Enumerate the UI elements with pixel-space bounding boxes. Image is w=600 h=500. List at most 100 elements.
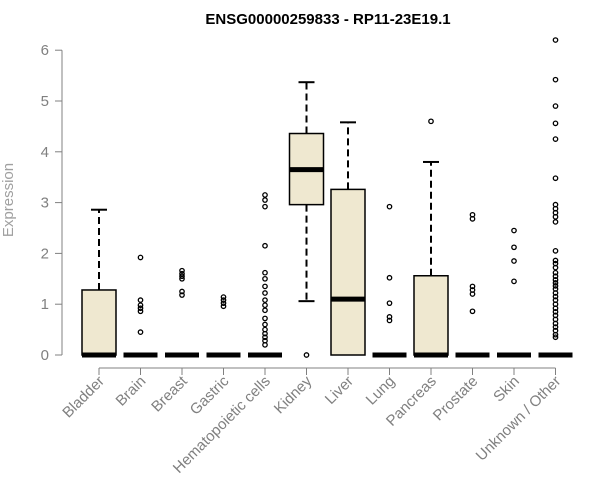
- outlier-point: [552, 257, 559, 264]
- outlier-point: [179, 267, 185, 274]
- box-pancreas: [413, 118, 449, 358]
- box-iqr: [81, 289, 117, 356]
- outlier-point: [511, 244, 517, 251]
- outlier-point: [552, 120, 559, 127]
- outlier-point: [469, 283, 476, 290]
- outlier-point: [552, 37, 559, 43]
- x-tick-label: Brain: [113, 373, 150, 410]
- y-axis: 0 1 2 3 4 5 6: [41, 42, 63, 364]
- chart-title: ENSG00000259833 - RP11-23E19.1: [205, 11, 450, 28]
- outlier-point: [262, 315, 268, 322]
- outlier-point: [552, 283, 559, 289]
- outlier-point: [262, 321, 268, 328]
- outlier-point: [262, 197, 268, 203]
- outlier-point: [511, 227, 517, 234]
- box-gastric: [206, 294, 241, 358]
- outlier-point: [552, 280, 559, 286]
- outlier-point: [469, 308, 476, 315]
- outlier-point: [262, 242, 268, 249]
- outlier-point: [262, 290, 268, 296]
- outlier-point: [552, 331, 559, 338]
- outlier-point: [220, 300, 227, 307]
- outlier-point: [552, 290, 559, 296]
- outlier-point: [262, 192, 268, 198]
- y-tick-label: 6: [41, 42, 49, 59]
- box-liver: [330, 121, 366, 356]
- outlier-point: [552, 305, 559, 312]
- y-tick-label: 2: [41, 245, 49, 262]
- outlier-point: [262, 307, 268, 314]
- box-unknown-other: [538, 37, 573, 358]
- outlier-point: [220, 294, 227, 300]
- box-skin: [497, 227, 531, 358]
- outlier-point: [179, 270, 185, 277]
- outlier-point: [262, 269, 268, 276]
- outlier-point: [386, 300, 393, 307]
- box-iqr: [330, 188, 366, 356]
- outlier-point: [469, 216, 476, 222]
- outlier-point: [552, 136, 559, 142]
- outlier-point: [220, 297, 227, 303]
- x-tick-label: Prostate: [430, 373, 482, 425]
- outlier-point: [137, 308, 144, 315]
- x-tick-label: Liver: [322, 373, 357, 408]
- outlier-point: [220, 303, 227, 310]
- box-brain: [123, 254, 158, 358]
- y-tick-label: 3: [41, 195, 49, 212]
- outlier-point: [179, 273, 185, 280]
- outlier-point: [552, 293, 559, 300]
- boxes-group: [81, 37, 573, 358]
- outlier-point: [552, 76, 559, 83]
- outlier-point: [552, 269, 559, 276]
- outlier-point: [386, 203, 393, 210]
- outlier-point: [552, 320, 559, 327]
- y-tick-label: 4: [41, 144, 49, 161]
- x-tick-label: Kidney: [271, 372, 316, 417]
- outlier-point: [262, 283, 268, 290]
- outlier-point: [552, 248, 559, 254]
- outlier-point: [179, 288, 185, 295]
- y-tick-label: 1: [41, 296, 49, 313]
- x-tick-label: Breast: [148, 372, 191, 415]
- outlier-point: [386, 314, 393, 320]
- outlier-point: [386, 274, 393, 281]
- outlier-point: [428, 118, 434, 125]
- outlier-point: [552, 213, 559, 220]
- box-lung: [372, 203, 407, 358]
- x-tick-label: Bladder: [59, 373, 108, 422]
- outlier-point: [262, 330, 268, 337]
- outlier-point: [137, 254, 144, 261]
- x-tick-label: Skin: [490, 373, 523, 406]
- y-tick-label: 0: [41, 347, 49, 364]
- outlier-point: [552, 273, 559, 280]
- outlier-point: [511, 258, 517, 264]
- outlier-point: [303, 352, 310, 358]
- outlier-point: [137, 329, 144, 335]
- outlier-point: [262, 275, 268, 282]
- outlier-point: [137, 305, 144, 312]
- outlier-point: [262, 334, 268, 341]
- y-axis-label: Expression: [0, 163, 17, 237]
- outlier-point: [179, 275, 185, 282]
- box-breast: [165, 267, 199, 358]
- outlier-point: [552, 276, 559, 283]
- outlier-point: [262, 302, 268, 309]
- box-prostate: [455, 211, 490, 358]
- x-tick-label: Lung: [363, 373, 399, 409]
- box-iqr: [413, 275, 449, 356]
- outlier-point: [552, 334, 559, 341]
- outlier-point: [137, 297, 144, 303]
- outlier-point: [552, 175, 559, 182]
- box-kidney: [288, 81, 325, 358]
- outlier-point: [511, 278, 517, 285]
- box-bladder: [81, 208, 117, 358]
- outlier-point: [552, 103, 559, 109]
- outlier-point: [262, 203, 268, 210]
- outlier-point: [552, 308, 559, 315]
- outlier-point: [262, 341, 268, 348]
- y-tick-label: 5: [41, 93, 49, 110]
- outlier-point: [552, 324, 559, 330]
- outlier-point: [552, 264, 559, 271]
